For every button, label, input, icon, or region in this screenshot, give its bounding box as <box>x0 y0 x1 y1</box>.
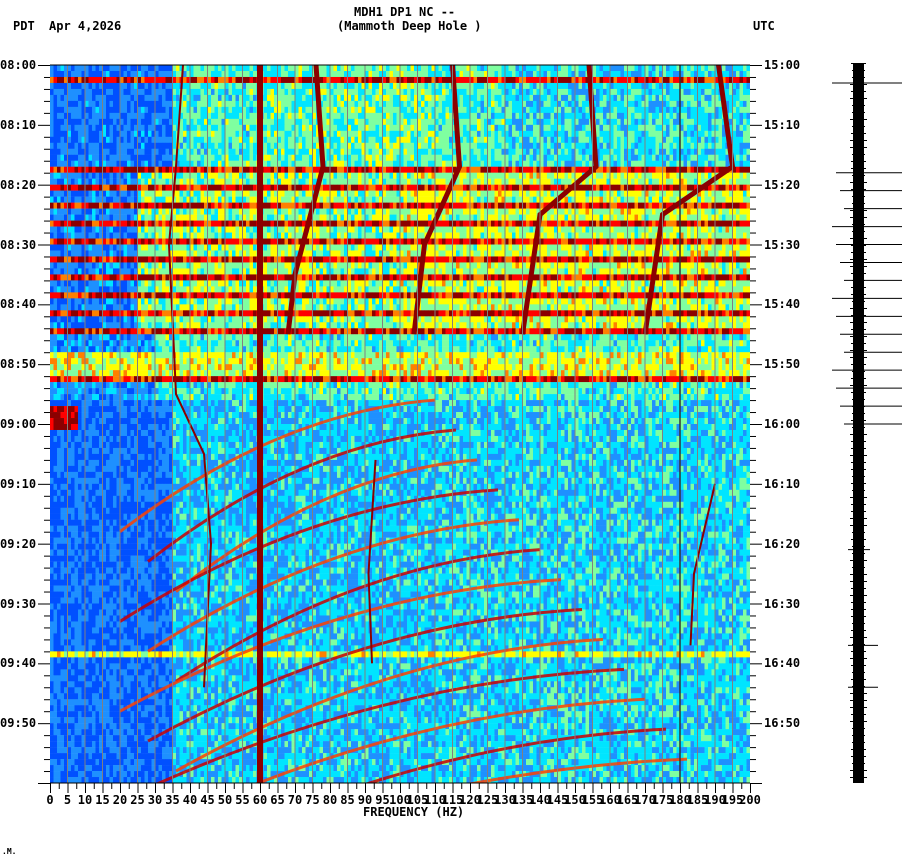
x-tick-label: 125 <box>477 794 499 806</box>
y-tick-label-left: 08:50 <box>0 358 36 370</box>
x-tick-label: 5 <box>64 794 71 806</box>
y-tick-label-left: 08:00 <box>0 59 36 71</box>
x-tick-label: 90 <box>358 794 372 806</box>
y-tick-label-left: 09:30 <box>0 598 36 610</box>
x-tick-label: 140 <box>529 794 551 806</box>
x-tick-label: 50 <box>218 794 232 806</box>
x-tick-label: 200 <box>739 794 761 806</box>
x-tick-label: 110 <box>424 794 446 806</box>
x-tick-label: 130 <box>494 794 516 806</box>
y-tick-label-right: 15:00 <box>764 59 800 71</box>
y-tick-label-right: 15:30 <box>764 239 800 251</box>
x-tick-label: 20 <box>113 794 127 806</box>
station-location: (Mammoth Deep Hole ) <box>337 20 482 32</box>
x-tick-label: 105 <box>407 794 429 806</box>
x-tick-label: 60 <box>253 794 267 806</box>
date-label: Apr 4,2026 <box>49 20 121 32</box>
x-tick-label: 135 <box>512 794 534 806</box>
x-axis-title: FREQUENCY (HZ) <box>363 806 464 818</box>
x-tick-label: 0 <box>46 794 53 806</box>
spectrogram-plot <box>50 65 750 783</box>
x-tick-label: 150 <box>564 794 586 806</box>
right-timezone: UTC <box>753 20 775 32</box>
x-tick-label: 80 <box>323 794 337 806</box>
y-tick-label-right: 16:00 <box>764 418 800 430</box>
x-tick-label: 170 <box>634 794 656 806</box>
x-tick-label: 15 <box>95 794 109 806</box>
x-tick-label: 145 <box>547 794 569 806</box>
y-tick-label-right: 16:10 <box>764 478 800 490</box>
y-tick-label-right: 16:20 <box>764 538 800 550</box>
x-tick-label: 75 <box>305 794 319 806</box>
x-tick-label: 190 <box>704 794 726 806</box>
y-tick-label-right: 16:30 <box>764 598 800 610</box>
seismogram-trace <box>832 63 902 783</box>
y-tick-label-right: 15:50 <box>764 358 800 370</box>
y-tick-label-left: 08:30 <box>0 239 36 251</box>
x-tick-label: 180 <box>669 794 691 806</box>
spectrogram-image <box>50 65 750 783</box>
x-tick-label: 155 <box>582 794 604 806</box>
y-tick-label-left: 08:40 <box>0 298 36 310</box>
x-tick-label: 55 <box>235 794 249 806</box>
y-tick-label-left: 09:40 <box>0 657 36 669</box>
y-tick-label-right: 16:50 <box>764 717 800 729</box>
x-tick-label: 45 <box>200 794 214 806</box>
x-tick-label: 185 <box>687 794 709 806</box>
x-tick-label: 65 <box>270 794 284 806</box>
x-tick-label: 40 <box>183 794 197 806</box>
y-tick-label-left: 09:10 <box>0 478 36 490</box>
x-tick-label: 115 <box>442 794 464 806</box>
x-tick-label: 160 <box>599 794 621 806</box>
y-tick-label-right: 16:40 <box>764 657 800 669</box>
x-tick-label: 35 <box>165 794 179 806</box>
x-tick-label: 85 <box>340 794 354 806</box>
y-tick-label-right: 15:10 <box>764 119 800 131</box>
footer-mark: .M. <box>2 846 16 858</box>
y-tick-label-right: 15:40 <box>764 298 800 310</box>
x-tick-label: 95 <box>375 794 389 806</box>
y-tick-label-left: 09:00 <box>0 418 36 430</box>
y-tick-label-left: 08:20 <box>0 179 36 191</box>
x-tick-label: 30 <box>148 794 162 806</box>
x-tick-label: 175 <box>652 794 674 806</box>
x-tick-label: 25 <box>130 794 144 806</box>
y-tick-label-left: 09:50 <box>0 717 36 729</box>
x-tick-label: 70 <box>288 794 302 806</box>
x-tick-label: 165 <box>617 794 639 806</box>
left-timezone: PDT <box>13 20 35 32</box>
x-tick-label: 10 <box>78 794 92 806</box>
x-tick-label: 100 <box>389 794 411 806</box>
station-title: MDH1 DP1 NC -- <box>354 6 455 18</box>
y-tick-label-left: 08:10 <box>0 119 36 131</box>
x-tick-label: 120 <box>459 794 481 806</box>
y-tick-label-left: 09:20 <box>0 538 36 550</box>
x-tick-label: 195 <box>722 794 744 806</box>
y-tick-label-right: 15:20 <box>764 179 800 191</box>
